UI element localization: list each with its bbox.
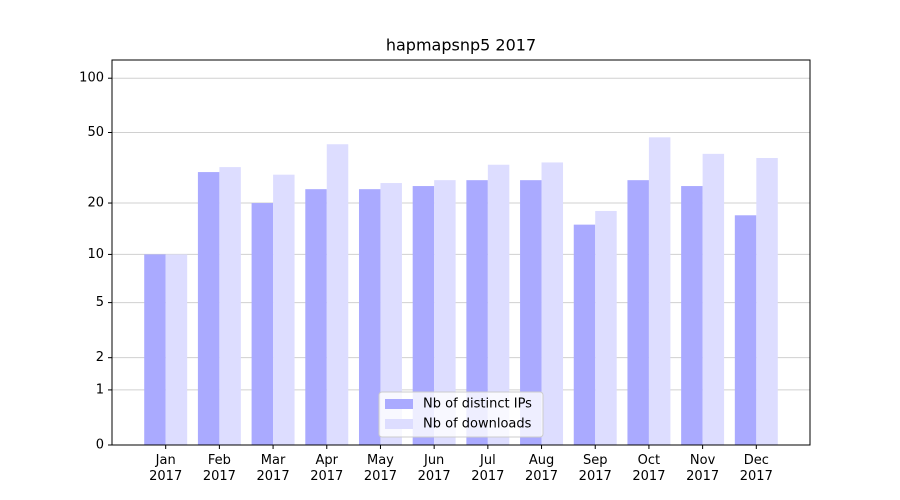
bar	[681, 186, 703, 445]
y-tick-label: 10	[87, 247, 104, 262]
bar	[326, 144, 349, 445]
bar	[627, 180, 649, 445]
x-tick-label: Dec 2017	[739, 453, 773, 484]
y-tick-label: 1	[96, 382, 104, 397]
bar	[434, 180, 456, 445]
legend-box	[378, 391, 544, 438]
bar	[573, 224, 596, 445]
bar	[487, 164, 510, 445]
y-tick-label: 0	[96, 438, 104, 453]
bar	[595, 210, 617, 445]
bar	[144, 254, 166, 445]
bar	[219, 167, 241, 445]
bar	[251, 203, 274, 445]
legend-swatch	[385, 419, 413, 429]
bar	[197, 172, 220, 445]
plot-frame	[111, 59, 811, 446]
x-tick-label: Mar 2017	[256, 453, 290, 484]
bar	[541, 162, 564, 445]
bar	[305, 189, 327, 445]
y-tick-label: 50	[87, 125, 104, 140]
bar	[648, 137, 671, 446]
legend-swatch	[385, 399, 413, 409]
bar	[380, 183, 402, 445]
x-tick-label: Feb 2017	[202, 453, 236, 484]
x-tick-label: May 2017	[363, 453, 397, 484]
bar	[273, 174, 295, 445]
x-tick-label: Apr 2017	[310, 453, 344, 484]
x-tick-label: Nov 2017	[686, 453, 720, 484]
y-tick-label: 100	[79, 71, 104, 86]
x-tick-label: Jun 2017	[417, 453, 451, 484]
bar	[466, 180, 488, 445]
x-tick-label: Jan 2017	[149, 453, 183, 484]
bar	[165, 254, 188, 445]
x-tick-label: Sep 2017	[578, 453, 612, 484]
x-tick-label: Aug 2017	[524, 453, 559, 484]
chart-title: hapmapsnp5 2017	[386, 36, 536, 55]
bar	[358, 189, 381, 445]
bar	[702, 153, 725, 445]
legend-label: Nb of distinct IPs	[423, 397, 532, 412]
y-tick-label: 20	[87, 196, 104, 211]
legend-label: Nb of downloads	[423, 417, 532, 432]
bar	[756, 158, 778, 445]
x-tick-label: Jul 2017	[471, 453, 505, 484]
y-tick-label: 5	[96, 295, 104, 310]
bar	[412, 186, 435, 445]
bar	[734, 215, 757, 445]
x-tick-label: Oct 2017	[632, 453, 666, 484]
bar	[520, 180, 542, 445]
y-tick-label: 2	[96, 350, 104, 365]
